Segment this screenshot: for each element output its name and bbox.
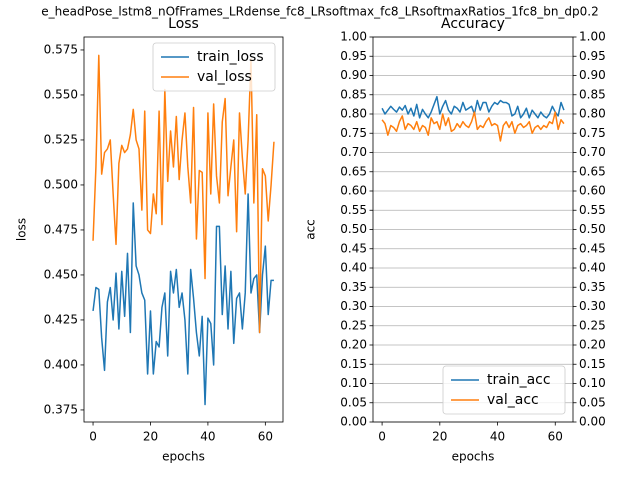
legend-box (442, 365, 566, 415)
y-tick-label: 0.85 (340, 87, 367, 101)
y-tick-label: 0.375 (44, 402, 78, 416)
y-tick-label: 0.400 (44, 357, 78, 371)
x-tick-label: 0 (89, 430, 97, 444)
series-line (381, 111, 565, 142)
legend-label: train_acc (487, 372, 551, 388)
y2-tick-label: 0.35 (579, 280, 606, 294)
x-tick-label: 0 (378, 430, 386, 444)
y-tick-label: 0.45 (340, 241, 367, 255)
x-tick-label: 40 (490, 430, 505, 444)
y-tick-label: 0.450 (44, 267, 78, 281)
axes-title: Accuracy (441, 16, 505, 32)
y2-tick-label: 0.00 (579, 415, 606, 429)
y-tick-label: 0.90 (340, 68, 367, 82)
y2-tick-label: 0.15 (579, 357, 606, 371)
x-tick-label: 20 (143, 430, 158, 444)
legend-box (152, 42, 276, 92)
legend-label: train_loss (197, 49, 264, 65)
axes-frame (372, 36, 574, 423)
y2-tick-label: 0.55 (579, 203, 606, 217)
y-tick-label: 0.10 (340, 376, 367, 390)
y2-tick-label: 0.40 (579, 261, 606, 275)
y2-tick-label: 0.90 (579, 68, 606, 82)
y-tick-label: 0.40 (340, 261, 367, 275)
y2-tick-label: 1.00 (579, 30, 606, 44)
series-line (92, 193, 274, 406)
y-tick-label: 0.550 (44, 87, 78, 101)
y2-tick-label: 0.60 (579, 184, 606, 198)
x-tick-label: 40 (200, 430, 215, 444)
y-tick-label: 0.80 (340, 107, 367, 121)
y-tick-label: 0.35 (340, 280, 367, 294)
y2-tick-label: 0.50 (579, 222, 606, 236)
y-tick-label: 0.30 (340, 299, 367, 313)
y2-tick-label: 0.05 (579, 395, 606, 409)
x-axis-label: epochs (452, 450, 495, 464)
y-tick-label: 0.05 (340, 395, 367, 409)
legend-label: val_acc (487, 392, 539, 408)
y2-tick-label: 0.45 (579, 241, 606, 255)
axes-title: Loss (168, 16, 199, 32)
y-axis-label: acc (304, 219, 318, 240)
y2-tick-label: 0.70 (579, 145, 606, 159)
y2-tick-label: 0.20 (579, 338, 606, 352)
y2-tick-label: 0.25 (579, 318, 606, 332)
y-tick-label: 0.20 (340, 338, 367, 352)
y-tick-label: 0.00 (340, 415, 367, 429)
y2-tick-label: 0.85 (579, 87, 606, 101)
x-tick-label: 20 (432, 430, 447, 444)
y-tick-label: 0.95 (340, 49, 367, 63)
y-tick-label: 0.575 (44, 42, 78, 56)
y-tick-label: 0.475 (44, 222, 78, 236)
y-tick-label: 0.425 (44, 312, 78, 326)
y-axis-label: loss (15, 218, 29, 241)
y2-tick-label: 0.30 (579, 299, 606, 313)
y2-tick-label: 0.65 (579, 164, 606, 178)
y2-tick-label: 0.75 (579, 126, 606, 140)
y-tick-label: 0.50 (340, 222, 367, 236)
y-tick-label: 0.65 (340, 164, 367, 178)
y-tick-label: 0.75 (340, 126, 367, 140)
y-tick-label: 0.60 (340, 184, 367, 198)
y-tick-label: 1.00 (340, 30, 367, 44)
x-tick-label: 60 (548, 430, 563, 444)
y-tick-label: 0.55 (340, 203, 367, 217)
y-tick-label: 0.15 (340, 357, 367, 371)
y2-tick-label: 0.95 (579, 49, 606, 63)
series-line (92, 54, 275, 334)
y2-tick-label: 0.80 (579, 107, 606, 121)
y-tick-label: 0.500 (44, 177, 78, 191)
figure-title: e_headPose_lstm8_nOfFrames_LRdense_fc8_L… (41, 5, 599, 19)
y-tick-label: 0.525 (44, 132, 78, 146)
y2-tick-label: 0.10 (579, 376, 606, 390)
series-line (381, 95, 565, 119)
y-tick-label: 0.70 (340, 145, 367, 159)
legend-label: val_loss (197, 69, 252, 85)
axes-frame (83, 36, 284, 423)
x-tick-label: 60 (258, 430, 273, 444)
y-tick-label: 0.25 (340, 318, 367, 332)
x-axis-label: epochs (162, 450, 205, 464)
